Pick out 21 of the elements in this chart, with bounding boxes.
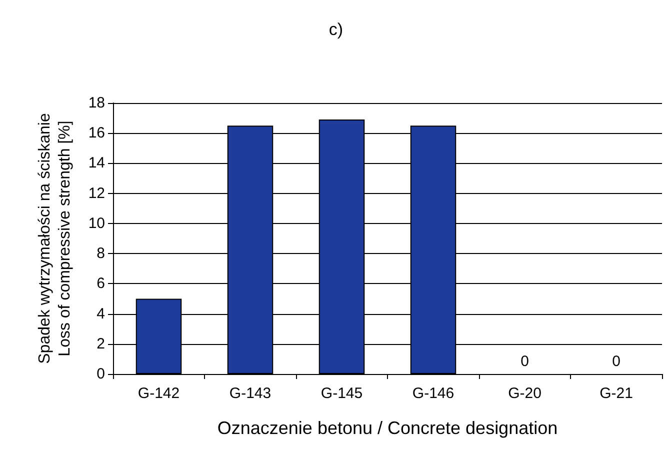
data-label: 0 <box>520 353 529 370</box>
x-tick-label: G-21 <box>600 385 633 402</box>
x-tick-label: G-146 <box>412 385 454 402</box>
y-tick-label: 12 <box>88 184 105 202</box>
x-tick-label: G-20 <box>508 385 542 402</box>
y-axis-title: Spadek wytrzymałości na ściskanie Loss of compressive strength [%] <box>36 113 74 364</box>
y-tick-label: 2 <box>96 335 105 352</box>
data-label: 0 <box>612 353 620 370</box>
y-tick-label: 4 <box>96 305 105 322</box>
y-tick-label: 0 <box>96 366 105 382</box>
chart-title: c) <box>328 20 344 39</box>
x-tick-label: G-142 <box>138 385 180 402</box>
x-tick-label: G-145 <box>320 385 363 402</box>
y-tick-label: 14 <box>88 154 105 172</box>
y-tick-label: 16 <box>88 124 105 142</box>
y-tick-label: 18 <box>88 94 105 112</box>
x-tick-label: G-143 <box>229 385 272 402</box>
y-tick-label: 6 <box>96 275 105 292</box>
y-tick-label: 10 <box>88 214 105 232</box>
y-tick-label: 8 <box>96 245 105 262</box>
x-axis-title: Oznaczenie betonu / Concrete designation <box>217 418 558 438</box>
